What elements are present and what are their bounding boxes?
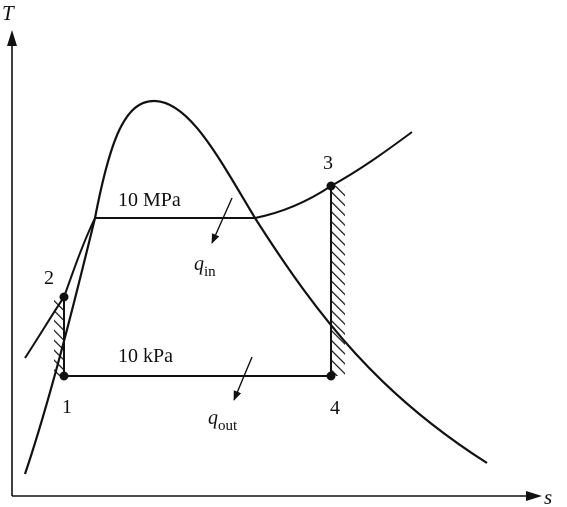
heat-in-label: qin bbox=[194, 253, 216, 280]
heat-out-label: qout bbox=[208, 407, 238, 434]
high-pressure-isobar-liquid bbox=[24, 296, 65, 359]
y-axis-arrow-icon bbox=[7, 30, 17, 46]
heat-out-arrow bbox=[233, 356, 253, 401]
x-axis-label: s bbox=[544, 485, 552, 507]
state-point-2 bbox=[59, 292, 69, 302]
state-point-3 bbox=[326, 181, 336, 191]
hatched-regions bbox=[54, 186, 345, 376]
x-axis-arrow-icon bbox=[526, 491, 542, 501]
state-label-2: 2 bbox=[44, 267, 54, 289]
heat-out-symbol: q bbox=[208, 407, 218, 429]
pump-hatch bbox=[54, 297, 64, 376]
state-points bbox=[59, 181, 336, 381]
high-pressure-label: 10 MPa bbox=[118, 189, 181, 211]
state-point-1 bbox=[59, 371, 69, 381]
heat-in-arrow bbox=[211, 197, 233, 244]
saturation-dome bbox=[23, 99, 488, 475]
heat-out-subscript: out bbox=[218, 418, 238, 434]
high-pressure-isobar bbox=[63, 131, 413, 298]
heat-in-symbol: q bbox=[194, 253, 204, 275]
state-point-4 bbox=[326, 371, 336, 381]
state-label-1: 1 bbox=[62, 396, 72, 418]
state-label-4: 4 bbox=[330, 397, 340, 419]
state-label-3: 3 bbox=[323, 152, 333, 174]
axes: T s bbox=[2, 1, 552, 507]
heat-in-subscript: in bbox=[204, 264, 216, 280]
low-pressure-label: 10 kPa bbox=[118, 345, 173, 367]
y-axis-label: T bbox=[2, 1, 15, 25]
turbine-hatch bbox=[331, 186, 345, 376]
